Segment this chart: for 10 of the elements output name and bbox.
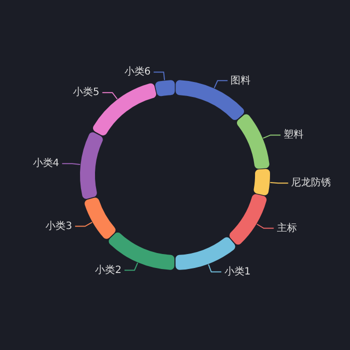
slice-label: 小类2 xyxy=(95,264,122,276)
slice-label: 尼龙防锈 xyxy=(291,176,332,189)
slice-label: 小类4 xyxy=(32,157,60,170)
slice-label: 图料 xyxy=(230,74,251,86)
slice-label: 小类1 xyxy=(224,266,251,278)
slice-label: 小类3 xyxy=(46,220,72,232)
slice-label: 主标 xyxy=(276,222,297,234)
slice-label: 小类6 xyxy=(124,66,151,78)
slice-label: 塑料 xyxy=(283,128,304,141)
slice-label: 小类5 xyxy=(72,86,100,98)
